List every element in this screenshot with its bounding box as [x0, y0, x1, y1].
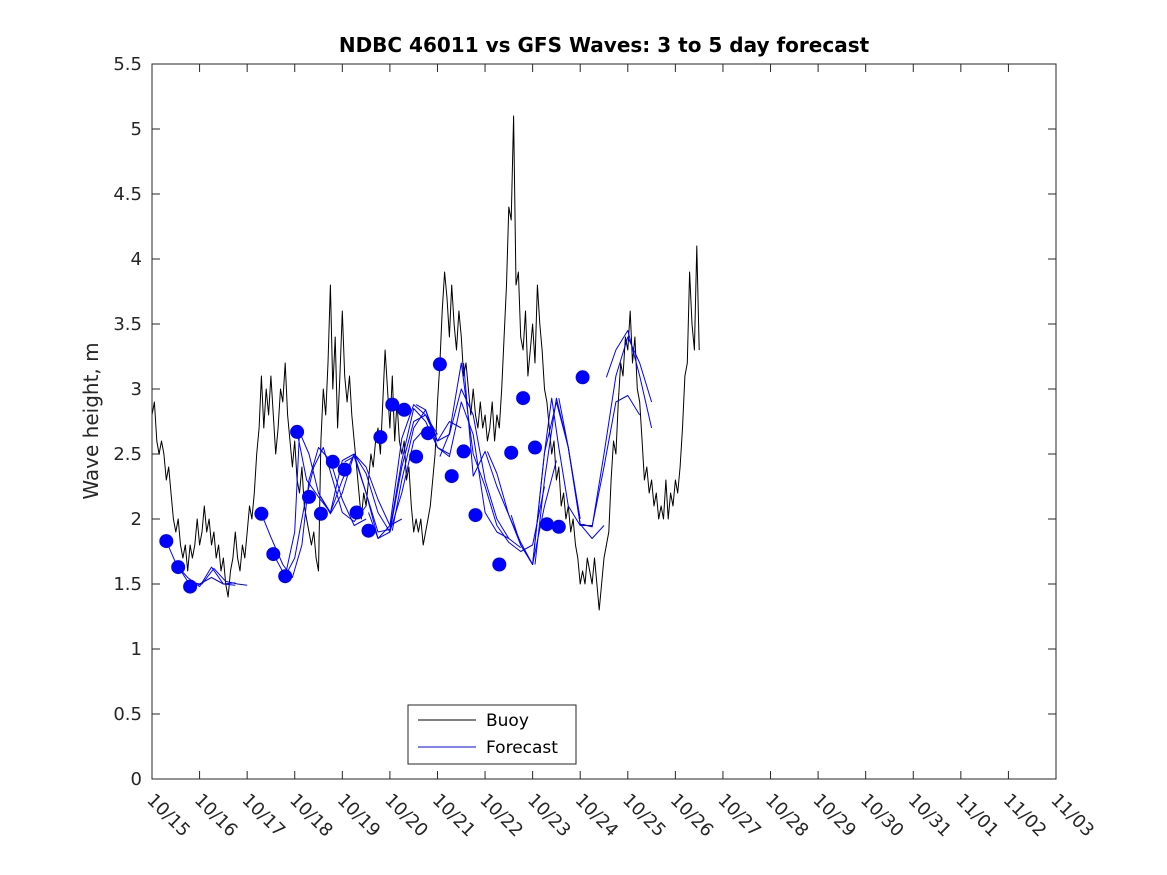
y-axis-label: Wave height, m	[79, 342, 103, 499]
forecast-point	[373, 430, 388, 445]
forecast-point	[325, 454, 340, 469]
forecast-point	[313, 506, 328, 521]
forecast-point	[266, 547, 281, 562]
forecast-line	[284, 431, 403, 577]
forecast-point	[290, 424, 305, 439]
plot-data	[152, 115, 700, 611]
forecast-point	[278, 569, 293, 584]
plot-frame	[151, 63, 1057, 780]
forecast-point	[361, 523, 376, 538]
forecast-point	[397, 402, 412, 417]
forecast-point	[183, 579, 198, 594]
forecast-point	[421, 426, 435, 441]
forecast-point	[551, 519, 566, 534]
forecast-line	[582, 395, 641, 528]
forecast-line	[296, 427, 426, 533]
forecast-point	[492, 557, 507, 572]
forecast-point	[302, 489, 316, 504]
legend-forecast-label: Forecast	[486, 738, 558, 758]
forecast-line	[368, 404, 462, 539]
y-tick-label: 5.5	[113, 54, 142, 75]
forecast-point	[444, 469, 459, 484]
forecast-point	[504, 445, 519, 460]
y-tick-label: 4.5	[113, 184, 142, 205]
legend-buoy-label: Buoy	[486, 711, 529, 731]
forecast-point	[456, 444, 471, 459]
forecast-point	[539, 517, 554, 532]
y-tick-label: 0.5	[113, 704, 142, 725]
forecast-line	[272, 447, 367, 577]
forecast-point	[385, 397, 400, 412]
forecast-point	[575, 370, 590, 385]
forecast-point	[516, 391, 531, 406]
forecast-line	[605, 330, 653, 429]
forecast-line	[189, 567, 248, 588]
y-tick-label: 5	[131, 119, 142, 140]
legend-box	[407, 704, 577, 765]
y-tick-label: 3	[131, 379, 142, 400]
forecast-point	[159, 534, 174, 549]
forecast-line	[177, 566, 236, 588]
y-tick-label: 1	[131, 639, 142, 660]
buoy-line	[152, 115, 700, 611]
forecast-point	[349, 505, 364, 520]
y-tick-label: 0	[131, 769, 142, 790]
forecast-line	[558, 336, 653, 528]
y-tick-label: 2.5	[113, 444, 142, 465]
forecast-point	[468, 508, 483, 523]
forecast-point	[171, 560, 186, 575]
y-tick-label: 2	[131, 509, 142, 530]
forecast-point	[337, 462, 352, 477]
forecast-point	[528, 440, 542, 455]
forecast-point	[409, 449, 424, 464]
forecast-line	[439, 362, 545, 552]
chart-title: NDBC 46011 vs GFS Waves: 3 to 5 day fore…	[339, 33, 870, 57]
forecast-line	[510, 397, 593, 565]
y-tick-label: 1.5	[113, 574, 142, 595]
legend: Buoy Forecast	[407, 704, 577, 765]
y-tick-label: 3.5	[113, 314, 142, 335]
y-tick-label: 4	[131, 249, 142, 270]
forecast-point	[254, 506, 269, 521]
forecast-point	[432, 357, 447, 372]
